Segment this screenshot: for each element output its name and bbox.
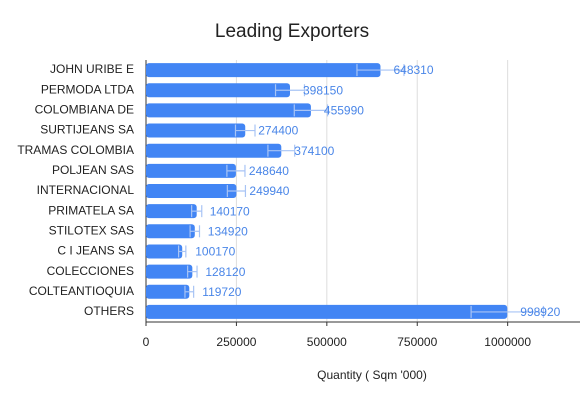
error-bar	[267, 144, 296, 157]
y-tick-label: COLECCIONES	[47, 264, 134, 278]
y-tick-label: POLJEAN SAS	[52, 163, 134, 177]
value-label: 249940	[249, 184, 289, 198]
error-bar	[189, 225, 201, 238]
x-axis-label: Quantity ( Sqm '000)	[317, 368, 427, 382]
value-label: 128120	[205, 265, 245, 279]
value-label: 374100	[294, 144, 334, 158]
bar	[146, 224, 195, 239]
bar	[146, 184, 237, 198]
value-label: 100170	[195, 245, 235, 259]
x-tick-label: 500000	[307, 335, 347, 349]
bar	[146, 264, 193, 279]
x-tick-label: 250000	[216, 335, 256, 349]
bar	[146, 204, 197, 219]
bar	[146, 123, 246, 138]
value-label: 119720	[202, 285, 241, 299]
y-tick-label: C I JEANS SA	[57, 244, 134, 258]
value-label: 998920	[520, 305, 560, 319]
error-bar	[191, 205, 203, 218]
y-tick-label: SURTIJEANS SA	[40, 123, 134, 137]
bar	[146, 284, 190, 299]
error-bar	[226, 164, 246, 177]
x-tick-label: 0	[143, 335, 150, 349]
error-bar	[293, 104, 329, 117]
value-label: 274400	[258, 124, 298, 138]
error-bar	[356, 64, 405, 77]
bar	[146, 143, 282, 158]
y-tick-label: PRIMATELA SA	[48, 203, 134, 217]
bar	[146, 244, 183, 259]
y-tick-label: PERMODA LTDA	[41, 82, 134, 96]
bar	[146, 83, 290, 98]
y-tick-label: COLTEANTIOQUIA	[29, 284, 134, 298]
value-label: 398150	[303, 83, 343, 97]
x-tick-label: 1000000	[484, 335, 531, 349]
error-bar	[178, 245, 187, 258]
y-tick-label: COLOMBIANA DE	[35, 103, 134, 117]
bar	[146, 103, 311, 118]
value-label: 248640	[249, 164, 289, 178]
error-bar	[226, 185, 247, 197]
bar	[146, 163, 236, 178]
error-bar	[274, 84, 306, 97]
bar	[146, 304, 508, 319]
value-label: 648310	[393, 63, 433, 77]
y-tick-label: TRAMAS COLOMBIA	[17, 143, 134, 157]
bar	[146, 63, 381, 78]
error-bar	[470, 305, 545, 318]
y-tick-label: INTERNACIONAL	[37, 183, 135, 197]
y-tick-label: OTHERS	[84, 304, 134, 318]
value-label: 134920	[208, 224, 248, 238]
y-tick-label: STILOTEX SAS	[49, 223, 134, 237]
error-bar	[187, 265, 198, 278]
y-tick-label: JOHN URIBE E	[50, 62, 134, 76]
value-label: 140170	[210, 204, 250, 218]
chart-title: Leading Exporters	[215, 21, 369, 42]
error-bar	[184, 285, 195, 298]
x-tick-label: 750000	[397, 335, 437, 349]
value-label: 455990	[324, 104, 364, 118]
error-bar	[234, 124, 256, 137]
